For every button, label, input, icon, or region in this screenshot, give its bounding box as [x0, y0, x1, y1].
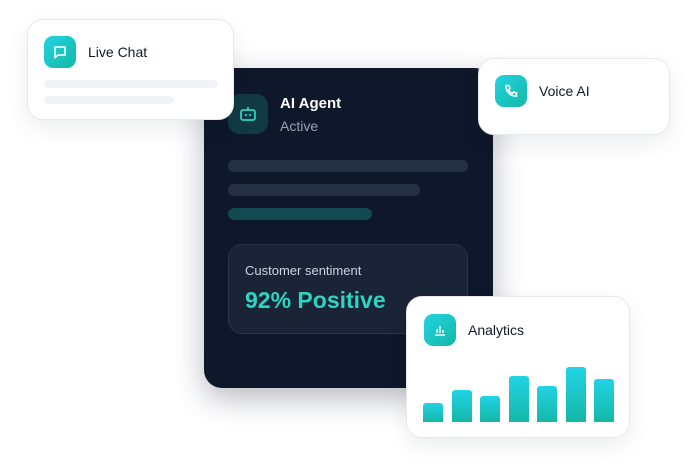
phone-icon	[495, 75, 527, 107]
robot-icon	[228, 94, 268, 134]
agent-status: Active	[280, 118, 319, 134]
voice-ai-card[interactable]: Voice AI	[478, 58, 670, 135]
chart-bar	[508, 376, 529, 422]
live-chat-card[interactable]: Live Chat	[27, 19, 234, 120]
analytics-card[interactable]: Analytics	[406, 296, 630, 438]
placeholder-line	[44, 80, 218, 88]
placeholder-line	[44, 96, 174, 104]
placeholder-line	[228, 160, 468, 172]
live-chat-title: Live Chat	[88, 44, 148, 60]
sentiment-label: Customer sentiment	[245, 263, 362, 278]
chart-bar	[565, 367, 586, 422]
bar-chart-icon	[424, 314, 456, 346]
analytics-title: Analytics	[468, 322, 525, 338]
chart-bar	[480, 395, 500, 422]
ai-agent-card: AI Agent Active Customer sentiment 92% P…	[204, 68, 493, 388]
sentiment-value: 92% Positive	[245, 287, 386, 313]
chart-bar	[451, 389, 472, 422]
chat-bubble-icon	[44, 36, 76, 68]
placeholder-line-accent	[228, 208, 372, 220]
voice-ai-title: Voice AI	[539, 83, 590, 99]
agent-title: AI Agent	[280, 95, 342, 112]
chart-bar	[594, 379, 614, 422]
placeholder-line	[228, 184, 420, 196]
chart-bar	[423, 402, 443, 422]
analytics-mini-chart	[423, 362, 615, 422]
chart-bar	[537, 386, 557, 422]
